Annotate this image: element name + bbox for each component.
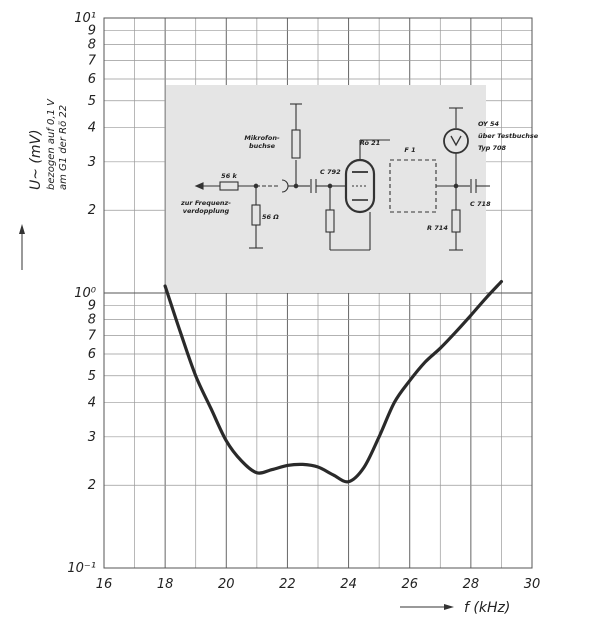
schematic-label: 56 k (221, 172, 237, 180)
x-axis-label: f (kHz) (464, 600, 510, 616)
x-tick-label: 30 (524, 577, 541, 592)
y-tick-label: 8 (88, 38, 96, 53)
y-tick-label: 7 (88, 329, 97, 344)
y-tick-label: 9 (88, 24, 96, 39)
y-tick-label: 6 (88, 347, 96, 362)
y-axis-note-2: am G1 der Rö 22 (58, 105, 69, 190)
x-tick-label: 22 (279, 577, 296, 592)
schematic-label: Typ 708 (478, 144, 507, 152)
y-axis-label-group: U~ (mV) bezogen auf 0,1 V am G1 der Rö 2… (19, 98, 69, 270)
plot-frame (103, 17, 533, 569)
y-tick-label: 4 (88, 120, 96, 135)
x-tick-label: 20 (218, 577, 235, 592)
schematic-label: C 792 (320, 168, 341, 176)
y-axis-arrowhead (19, 224, 25, 234)
y-tick-label: 2 (88, 478, 96, 493)
x-tick-label: 18 (157, 577, 174, 592)
inset-background (166, 85, 486, 293)
schematic-label: über Testbuchse (478, 132, 539, 140)
y-tick-label: 10¹ (74, 11, 96, 26)
x-tick-label: 28 (463, 577, 480, 592)
x-tick-label: 16 (96, 577, 113, 592)
schematic-label: Mikrofon-buchse (244, 134, 280, 150)
inset-schematic: 56 k Mikrofon-buchse zur Frequenz-verdoppl… (166, 85, 539, 293)
y-tick-label: 5 (88, 369, 96, 384)
y-tick-label: 3 (88, 155, 96, 170)
y-tick-label: 4 (88, 395, 96, 410)
y-axis-note-1: bezogen auf 0,1 V (46, 98, 57, 190)
x-tick-label: 26 (401, 577, 418, 592)
schematic-label: Rö 21 (360, 139, 380, 147)
y-tick-label: 6 (88, 72, 96, 87)
x-tick-label: 24 (340, 577, 357, 592)
schematic-label: zur Frequenz-verdopplung (180, 199, 231, 215)
y-tick-label: 3 (88, 430, 96, 445)
y-tick-label: 7 (88, 54, 97, 69)
y-tick-label: 5 (88, 94, 96, 109)
series-line (163, 280, 503, 484)
y-tick-label: 2 (88, 203, 96, 218)
y-tick-label: 10⁻¹ (67, 561, 96, 576)
x-axis-arrowhead (444, 604, 454, 610)
y-tick-label: 9 (88, 299, 96, 314)
x-tick-labels: 16 18 20 22 24 26 28 30 (96, 577, 541, 592)
y-tick-label: 10⁰ (74, 286, 97, 301)
inset-labels: 56 k Mikrofon-buchse zur Frequenz-verdoppl… (180, 120, 539, 232)
schematic-label: OY 54 (478, 120, 500, 128)
y-axis-label: U~ (mV) (28, 129, 44, 190)
schematic-label: 56 Ω (262, 213, 279, 221)
series-layer (163, 280, 503, 484)
x-axis-label-group: f (kHz) (400, 600, 510, 616)
schematic-label: R 714 (427, 224, 448, 232)
y-tick-label: 8 (88, 313, 96, 328)
schematic-label: F 1 (404, 146, 415, 154)
schematic-label: C 718 (470, 200, 491, 208)
